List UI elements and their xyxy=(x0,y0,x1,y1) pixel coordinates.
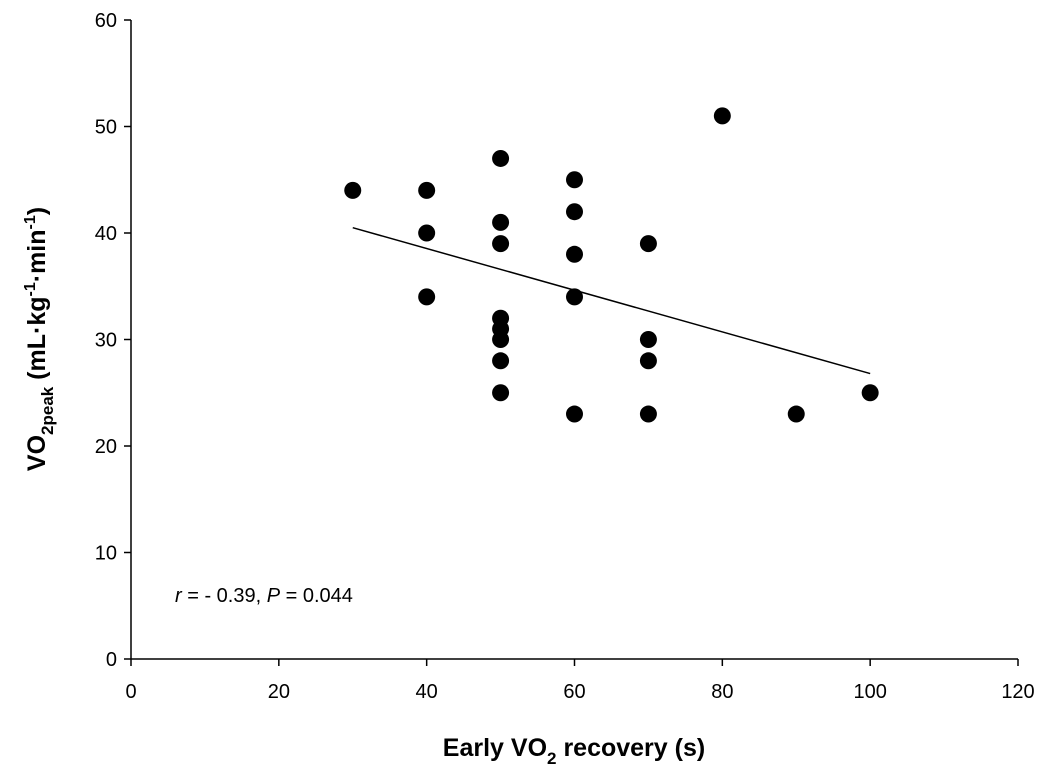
y-tick-label: 40 xyxy=(95,223,117,245)
axes xyxy=(130,20,1018,660)
p-value-text: = 0.044 xyxy=(280,585,353,607)
trendline-group xyxy=(352,226,871,375)
x-tick-label: 60 xyxy=(563,681,585,703)
data-point xyxy=(492,352,510,370)
data-points xyxy=(344,107,879,423)
trendline xyxy=(352,226,871,375)
x-tick-label: 20 xyxy=(268,681,290,703)
data-point xyxy=(566,245,583,263)
y-tick-label: 0 xyxy=(106,649,117,671)
data-point xyxy=(566,171,583,189)
x-tick-label: 100 xyxy=(853,681,886,703)
y-axis-title-superscript-2: -1 xyxy=(22,215,39,229)
data-point xyxy=(566,405,583,423)
data-point xyxy=(639,405,657,423)
data-point xyxy=(639,331,657,348)
data-point xyxy=(492,384,510,402)
data-point xyxy=(418,181,436,199)
y-tick-label: 20 xyxy=(95,436,117,458)
x-axis-title-subscript: 2 xyxy=(547,749,556,768)
y-axis-title-main: VO xyxy=(23,435,51,471)
y-tick-label: 10 xyxy=(95,543,117,565)
data-point xyxy=(492,331,510,348)
y-axis-title: VO2peak (mL·kg-1·min-1) xyxy=(22,207,57,471)
x-axis-title-rest: recovery (s) xyxy=(557,734,706,762)
y-axis-title-superscript-1: -1 xyxy=(22,282,39,296)
data-point xyxy=(639,352,657,370)
y-tick-label: 60 xyxy=(95,10,117,32)
y-axis-title-dot-2: · xyxy=(23,274,51,282)
y-tick-label: 30 xyxy=(95,330,117,352)
data-point xyxy=(344,181,362,199)
r-value-text: = - 0.39, xyxy=(182,585,267,607)
x-axis-title: Early VO2 recovery (s) xyxy=(443,734,705,768)
y-axis-title-kg: kg xyxy=(23,296,51,325)
data-point xyxy=(566,288,583,306)
data-point xyxy=(566,203,583,221)
data-point xyxy=(787,405,805,423)
p-symbol: P xyxy=(267,585,281,607)
x-axis-title-main: Early VO xyxy=(443,734,547,762)
x-axis-ticks: 0 20 40 60 80 100 120 xyxy=(125,659,1035,703)
y-axis-title-close: ) xyxy=(23,207,51,215)
data-point xyxy=(418,224,436,242)
data-point xyxy=(492,213,510,231)
statistics-annotation: r = - 0.39, P = 0.044 xyxy=(175,585,353,607)
data-point xyxy=(713,107,731,125)
y-tick-label: 50 xyxy=(95,117,117,139)
y-axis-title-open: (mL xyxy=(23,334,51,387)
y-axis-title-dot-1: · xyxy=(23,326,51,334)
r-symbol: r xyxy=(175,585,183,607)
data-point xyxy=(639,235,657,253)
data-point xyxy=(492,235,510,253)
data-point xyxy=(492,149,510,167)
y-axis-ticks: 0 10 20 30 40 50 60 xyxy=(95,10,131,671)
x-tick-label: 120 xyxy=(1001,681,1034,703)
y-axis-title-subscript: 2peak xyxy=(38,386,57,435)
x-tick-label: 0 xyxy=(125,681,136,703)
x-tick-label: 80 xyxy=(711,681,733,703)
data-point xyxy=(861,384,879,402)
y-axis-title-min: min xyxy=(23,229,51,273)
x-tick-label: 40 xyxy=(416,681,438,703)
data-point xyxy=(418,288,436,306)
